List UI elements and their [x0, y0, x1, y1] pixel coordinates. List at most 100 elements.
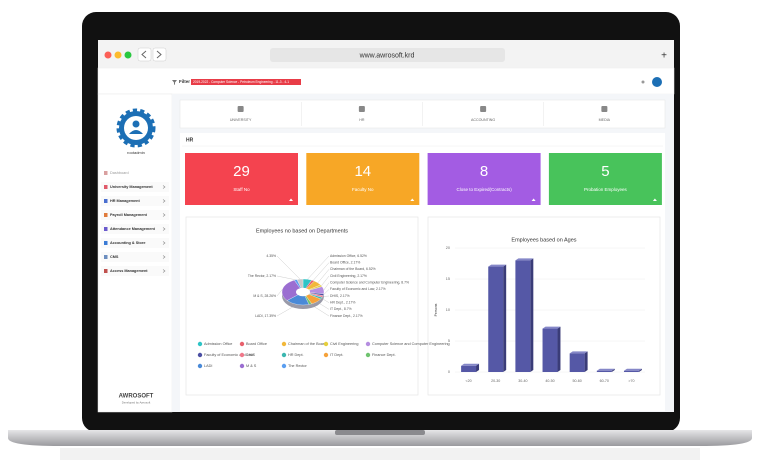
user-menu[interactable] — [652, 77, 662, 87]
avatar — [116, 108, 156, 148]
menu-item[interactable] — [101, 196, 169, 206]
legend-swatch[interactable] — [281, 363, 287, 369]
legend-label[interactable]: HR Dept. — [288, 353, 304, 357]
x-tick-label: 50-60 — [573, 379, 582, 383]
legend-swatch[interactable] — [239, 363, 245, 369]
menu-label: Payroll Management — [110, 213, 148, 217]
legend-swatch[interactable] — [365, 341, 371, 347]
legend-label[interactable]: LADI — [204, 364, 212, 368]
tab-label[interactable]: UNIVERSITY — [230, 118, 252, 122]
pie-leader — [317, 269, 330, 283]
legend-swatch[interactable] — [281, 341, 287, 347]
card-arrow — [531, 198, 536, 201]
pie-value-label: Board Office, 2.17% — [330, 261, 360, 265]
filter-tag[interactable] — [191, 79, 301, 85]
zoom-button[interactable] — [124, 51, 132, 59]
menu-icon — [104, 185, 108, 189]
pie-value-label: LADI, 17.39% — [255, 314, 276, 318]
pie-value-label: IT Dept., 8.7% — [330, 307, 352, 311]
pie-hole — [296, 287, 310, 297]
legend-label[interactable]: Civil Engineering — [330, 342, 359, 346]
x-tick-label: 40-50 — [545, 379, 554, 383]
pie-leader — [276, 304, 298, 317]
bar-top — [515, 258, 534, 261]
bar — [515, 260, 531, 372]
legend-label[interactable]: M & S — [246, 364, 257, 368]
legend-swatch[interactable] — [197, 352, 203, 358]
forward-button[interactable] — [152, 47, 167, 62]
pie-value-label: Computer Science and Computer Engineerin… — [330, 281, 409, 285]
legend-label[interactable]: The Rector — [288, 364, 308, 368]
legend-label[interactable]: Chairman of the Board — [288, 342, 326, 346]
legend-swatch[interactable] — [323, 352, 329, 358]
stat-card[interactable] — [548, 153, 662, 205]
stat-value: 8 — [480, 163, 488, 180]
close-button[interactable] — [104, 51, 112, 59]
back-icon — [141, 50, 147, 59]
menu-item[interactable] — [101, 238, 169, 248]
bar-top — [569, 351, 588, 354]
menu-arrow — [162, 185, 166, 189]
legend-label[interactable]: Computer Science and Computer Engineerin… — [372, 342, 450, 346]
legend-swatch[interactable] — [239, 352, 245, 358]
legend-label[interactable]: Faculty of Economic and Law — [204, 353, 254, 357]
tab-label[interactable]: HR — [359, 118, 365, 122]
stat-card[interactable] — [306, 153, 420, 205]
tab-icon[interactable] — [601, 106, 608, 112]
filter-label: Filter — [179, 79, 190, 84]
bar-side — [584, 351, 588, 372]
pie-value-label: Civil Engineering, 2.17% — [330, 274, 367, 278]
legend-label[interactable]: Finance Dept. — [372, 353, 396, 357]
legend-label[interactable]: Admission Office — [204, 342, 232, 346]
tab-label[interactable]: MEDIA — [599, 118, 611, 122]
menu-item[interactable] — [101, 168, 169, 178]
bar — [623, 370, 639, 372]
legend-swatch[interactable] — [239, 341, 245, 347]
y-tick-label: 10 — [446, 308, 450, 312]
stat-label: Staff No — [233, 187, 250, 192]
legend-swatch[interactable] — [365, 352, 371, 358]
minimize-button[interactable] — [114, 51, 122, 59]
bar-side — [611, 368, 615, 372]
menu-label: Dashboard — [110, 171, 129, 175]
legend-label[interactable]: IT Dept. — [330, 353, 343, 357]
menu-item[interactable] — [101, 252, 169, 262]
y-tick-label: 5 — [448, 339, 450, 343]
x-tick-label: >70 — [628, 379, 634, 383]
legend-swatch[interactable] — [197, 341, 203, 347]
stat-card[interactable] — [185, 153, 298, 205]
menu-icon — [104, 255, 108, 259]
menu-icon — [104, 171, 108, 175]
bar-side — [638, 368, 642, 372]
legend-swatch[interactable] — [197, 363, 203, 369]
bar-top — [623, 368, 642, 371]
bell-icon[interactable] — [641, 80, 645, 84]
back-button[interactable] — [137, 47, 152, 62]
menu-item[interactable] — [101, 224, 169, 234]
menu-arrow — [162, 269, 166, 273]
stat-label: Probation Employees — [584, 187, 628, 192]
tab-icon[interactable] — [358, 106, 365, 112]
menu-item[interactable] — [101, 266, 169, 276]
legend-label[interactable]: Board Office — [246, 342, 267, 346]
pie-value-label: The Rector, 2.17% — [248, 274, 276, 278]
legend-swatch[interactable] — [323, 341, 329, 347]
stat-card[interactable] — [427, 153, 541, 205]
tab-icon[interactable] — [480, 106, 487, 112]
address-bar[interactable] — [270, 48, 505, 62]
bar-top — [488, 264, 507, 267]
stat-value: 5 — [601, 163, 609, 180]
legend-swatch[interactable] — [281, 352, 287, 358]
legend-label[interactable]: DHIS — [246, 353, 256, 357]
pie-leader — [307, 255, 330, 280]
stat-value: 14 — [354, 163, 371, 180]
menu-item[interactable] — [101, 210, 169, 220]
new-tab[interactable]: + — [661, 51, 667, 62]
tab-icon[interactable] — [237, 106, 244, 112]
menu-icon — [104, 199, 108, 203]
section-title: HR — [186, 137, 194, 143]
menu-icon — [104, 241, 108, 245]
tab-label[interactable]: ACCOUNTING — [471, 118, 495, 122]
x-tick-label: 30-40 — [518, 379, 527, 383]
menu-item[interactable] — [101, 182, 169, 192]
